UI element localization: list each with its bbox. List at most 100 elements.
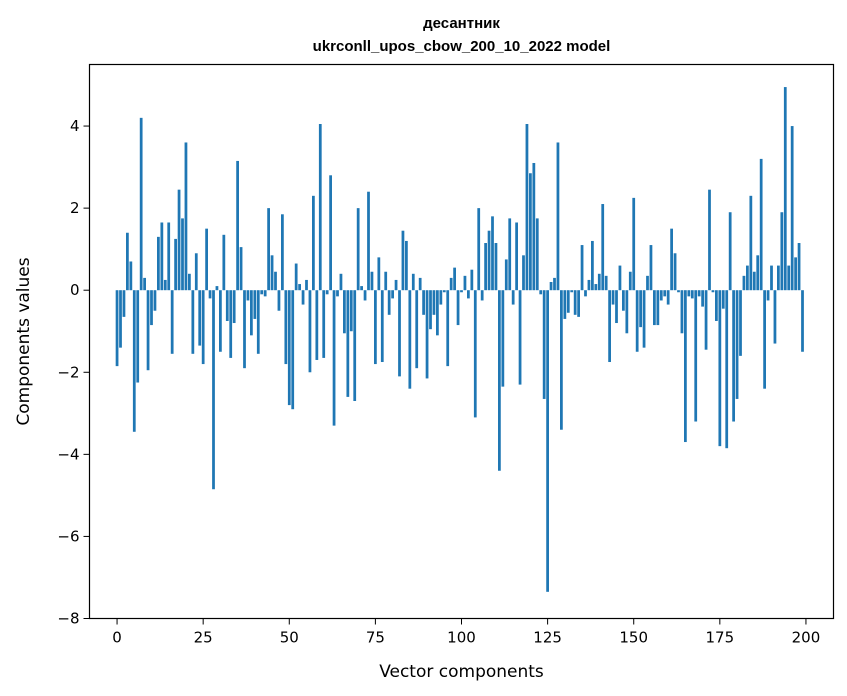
bar [463,275,467,291]
bar [163,279,167,291]
bar [270,255,274,291]
plot-frame [88,63,835,620]
bar [239,247,243,291]
bar [405,240,408,291]
bar [587,279,591,291]
bar [642,290,646,348]
bar [535,218,539,291]
bar [677,290,680,293]
bar [487,230,491,291]
bar [126,232,129,291]
bar [287,290,291,406]
bar [415,290,419,369]
bar [494,243,498,291]
bar [752,271,756,291]
bar [274,271,277,291]
bar [167,222,171,291]
bar [336,290,339,297]
bar [787,265,791,291]
bar [653,290,656,326]
bar [473,290,477,418]
x-tick-label: 25 [194,629,213,647]
bar [673,253,677,291]
y-tick-label: −2 [57,363,79,381]
bar [522,255,525,291]
bar [460,290,463,293]
bar [773,290,777,344]
bar [129,261,133,291]
bar [715,290,718,321]
bar [315,290,319,360]
bar [597,273,601,291]
bar [281,214,284,291]
bar [777,265,780,291]
bar [222,234,226,291]
bar [411,273,415,291]
bar [742,275,746,291]
bars-group [115,87,804,592]
bar [122,290,126,317]
bar [594,284,598,291]
bar [604,275,608,291]
bar [504,259,508,291]
bar [318,124,322,291]
bar [508,218,512,291]
bar [770,265,773,291]
x-tick-label: 75 [366,629,385,647]
y-tick-label: 2 [70,199,80,217]
bar [790,126,794,291]
bar [694,290,698,422]
bar [253,290,257,319]
bar [212,290,215,490]
y-tick-label: 4 [70,117,80,135]
bar [591,240,594,291]
bar [143,277,146,291]
y-tick-label: −8 [57,610,79,628]
bar [408,290,412,389]
bar [367,191,370,291]
bar [511,290,515,305]
bar [453,267,456,291]
bar [446,290,450,367]
bar [573,290,577,315]
bar [566,290,570,313]
bar [618,265,622,291]
bar [291,290,295,410]
bar [780,212,784,291]
bar [267,208,270,291]
bar [491,216,494,291]
bar [115,290,119,367]
bar [801,290,804,352]
bar [436,290,439,336]
bar [449,277,453,291]
bar [632,197,636,291]
bar [215,286,219,291]
bar [339,273,343,291]
bar [177,189,181,291]
bar [243,290,246,369]
x-axis-ticks: 0 25 50 75 100 125 150 175 200 [112,618,820,647]
bar [563,290,567,319]
bar [439,290,443,305]
bar [746,265,749,291]
bar [735,290,739,399]
bar [380,290,384,363]
bar [429,290,432,330]
bar [639,290,642,328]
bar [611,290,615,305]
bar [201,290,205,365]
bar [394,279,398,291]
bar [732,290,735,422]
bar [628,271,632,291]
bar [739,290,742,356]
bar [250,290,253,336]
bar [160,222,164,291]
bar [422,290,425,315]
bar [360,286,363,291]
bar [759,158,763,291]
bar [425,290,429,379]
bar [659,290,663,301]
bar [181,218,184,291]
bar [467,290,470,299]
